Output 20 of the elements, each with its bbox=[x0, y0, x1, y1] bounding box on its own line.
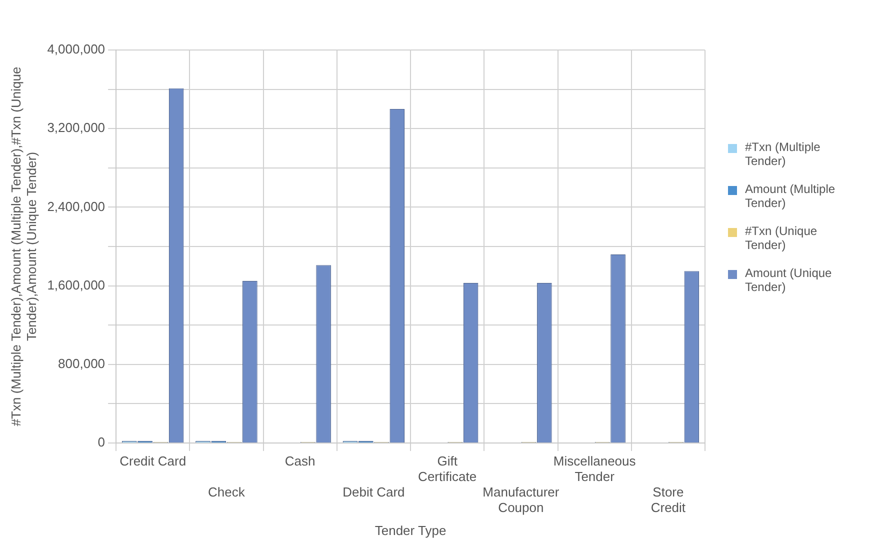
x-tick-label: Debit Card bbox=[342, 484, 405, 500]
legend-label: Amount (Unique Tender) bbox=[745, 266, 833, 294]
x-tick-label: Gift Certificate bbox=[418, 453, 477, 484]
x-axis-title: Tender Type bbox=[374, 522, 446, 538]
legend-label: Amount (Multiple Tender) bbox=[745, 182, 836, 210]
x-tick-label: Store Credit bbox=[650, 484, 686, 516]
y-axis-title: #Txn (Multiple Tender),Amount (Multiple Tender),#Txn (Unique Tender),Amount (Unique Tender) bbox=[8, 66, 39, 426]
y-tick-label: 0 bbox=[98, 434, 106, 450]
y-tick-label: 3,200,000 bbox=[47, 120, 106, 136]
legend-label: #Txn (Multiple Tender) bbox=[745, 140, 822, 168]
x-tick-label: Miscellaneous Tender bbox=[553, 453, 636, 484]
y-tick-label: 4,000,000 bbox=[47, 42, 106, 57]
legend-label: #Txn (Unique Tender) bbox=[745, 224, 818, 252]
x-tick-label: Manufacturer Coupon bbox=[482, 484, 560, 516]
y-tick-label: 1,600,000 bbox=[47, 277, 106, 292]
x-tick-label: Credit Card bbox=[120, 453, 186, 468]
y-tick-label: 2,400,000 bbox=[47, 198, 106, 214]
x-tick-label: Check bbox=[208, 484, 246, 500]
y-tick-label: 800,000 bbox=[58, 356, 106, 371]
x-tick-label: Cash bbox=[284, 453, 316, 468]
